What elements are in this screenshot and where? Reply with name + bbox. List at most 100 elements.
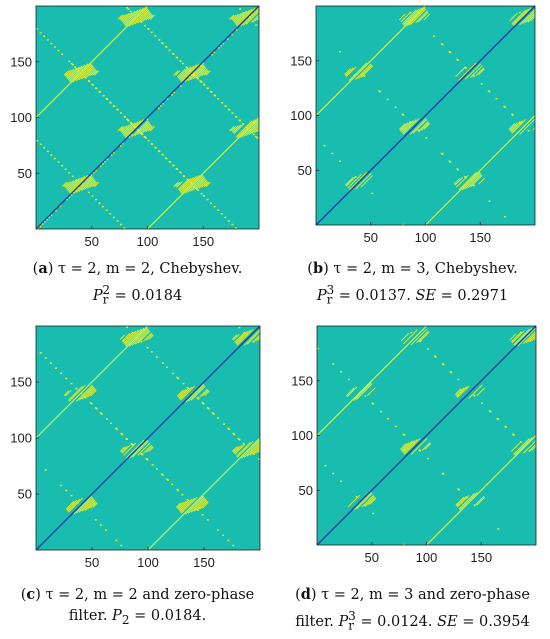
cluster-hatch bbox=[64, 389, 72, 397]
recurrence-dot bbox=[197, 189, 200, 191]
cluster-hatch bbox=[146, 333, 153, 341]
cluster-hatch bbox=[175, 502, 182, 508]
recurrence-dot bbox=[144, 136, 146, 138]
recurrence-dot bbox=[150, 351, 153, 353]
recurrence-dot bbox=[182, 62, 184, 65]
cluster-hatch bbox=[476, 387, 486, 396]
recurrence-dot bbox=[129, 10, 132, 13]
cluster-hatch bbox=[120, 125, 128, 132]
recurrence-points bbox=[317, 326, 536, 545]
diagonal-band-dot bbox=[160, 105, 162, 107]
cluster-hatch bbox=[69, 63, 89, 83]
cluster-hatch bbox=[190, 385, 206, 401]
y-tick-label: 100 bbox=[10, 431, 32, 446]
cluster-hatch bbox=[231, 126, 237, 132]
recurrence-dot bbox=[192, 73, 195, 75]
diagonal-band-dot bbox=[99, 165, 102, 167]
cluster-hatch bbox=[257, 129, 259, 132]
recurrence-dot bbox=[427, 457, 429, 460]
cluster-hatch bbox=[475, 67, 485, 76]
recurrence-dot bbox=[151, 464, 154, 466]
recurrence-dot bbox=[155, 468, 158, 470]
cluster-hatch bbox=[420, 122, 430, 131]
cluster-hatch bbox=[235, 8, 253, 26]
cluster-hatch bbox=[139, 11, 151, 23]
cluster-hatch bbox=[236, 329, 251, 345]
cluster-hatch bbox=[204, 390, 210, 396]
cluster-hatch bbox=[510, 120, 524, 133]
cluster-hatch bbox=[511, 9, 527, 25]
cluster-hatch bbox=[180, 176, 197, 193]
plot-c: 50 100 150 50 100 150 bbox=[10, 325, 261, 570]
cluster-hatch bbox=[514, 436, 536, 457]
cluster-hatch bbox=[86, 68, 96, 78]
cluster-hatch bbox=[121, 332, 131, 342]
recurrence-dot bbox=[129, 122, 132, 124]
cluster-hatch bbox=[76, 496, 93, 514]
recurrence-dot bbox=[109, 102, 112, 104]
recurrence-dot bbox=[182, 382, 185, 385]
x-tick-label: 50 bbox=[365, 550, 379, 565]
cluster-hatch bbox=[260, 126, 264, 130]
diagonal-band-dot bbox=[202, 62, 204, 65]
cluster-hatch bbox=[173, 70, 179, 76]
recurrence-dot bbox=[210, 202, 212, 204]
cluster-hatch bbox=[178, 66, 192, 80]
diagonal-band-dot bbox=[46, 218, 48, 221]
recurrence-dot bbox=[91, 84, 94, 86]
x-tick-label: 100 bbox=[137, 555, 159, 570]
cluster-hatch bbox=[456, 386, 467, 397]
recurrence-dot bbox=[179, 172, 182, 174]
recurrence-dot bbox=[255, 24, 258, 26]
cluster-hatch bbox=[360, 174, 374, 188]
cluster-hatch bbox=[410, 438, 428, 455]
recurrence-dot bbox=[175, 56, 178, 59]
cluster-hatch bbox=[251, 125, 259, 134]
recurrence-dot bbox=[186, 179, 189, 181]
cluster-hatch bbox=[177, 67, 189, 79]
recurrence-dot bbox=[70, 494, 73, 497]
recurrence-dot bbox=[75, 179, 78, 181]
cluster-hatch bbox=[231, 334, 238, 340]
cluster-hatch bbox=[68, 64, 86, 82]
cluster-hatch bbox=[78, 65, 94, 81]
recurrence-dot bbox=[418, 130, 421, 132]
cluster-hatch bbox=[145, 13, 153, 21]
recurrence-dot bbox=[120, 223, 122, 226]
cluster-hatch bbox=[78, 385, 94, 401]
recurrence-dot bbox=[206, 87, 209, 90]
cluster-hatch bbox=[90, 501, 97, 509]
recurrence-dot bbox=[243, 331, 246, 334]
recurrence-dot bbox=[227, 539, 230, 542]
cluster-hatch bbox=[410, 328, 428, 346]
recurrence-dot bbox=[46, 39, 49, 41]
recurrence-dot bbox=[64, 168, 67, 170]
recurrence-dot bbox=[88, 80, 91, 83]
recurrence-dot bbox=[512, 434, 515, 436]
cluster-hatch bbox=[415, 10, 428, 24]
recurrence-dot bbox=[394, 106, 397, 108]
recurrence-dot bbox=[116, 220, 119, 222]
recurrence-dot bbox=[239, 8, 241, 10]
recurrence-dot bbox=[232, 544, 235, 547]
recurrence-dot bbox=[126, 7, 129, 9]
recurrence-dot bbox=[210, 91, 213, 93]
cluster-hatch bbox=[66, 179, 78, 190]
recurrence-dot bbox=[161, 473, 163, 475]
recurrence-dot bbox=[46, 150, 49, 153]
cluster-hatch bbox=[89, 69, 97, 77]
cluster-hatch bbox=[63, 70, 69, 76]
cluster-hatch bbox=[260, 15, 264, 19]
recurrence-dot bbox=[55, 367, 58, 369]
recurrence-dot bbox=[252, 340, 255, 343]
cluster-hatch bbox=[400, 332, 410, 342]
recurrence-dot bbox=[94, 407, 97, 409]
cluster-hatch bbox=[353, 492, 372, 511]
cluster-hatch bbox=[235, 330, 248, 344]
recurrence-dot bbox=[84, 77, 87, 79]
recurrence-dot bbox=[480, 83, 483, 85]
cluster-hatch bbox=[185, 383, 204, 403]
cluster-hatch bbox=[65, 68, 75, 78]
cluster-hatch bbox=[245, 10, 259, 25]
recurrence-dot bbox=[171, 483, 174, 486]
